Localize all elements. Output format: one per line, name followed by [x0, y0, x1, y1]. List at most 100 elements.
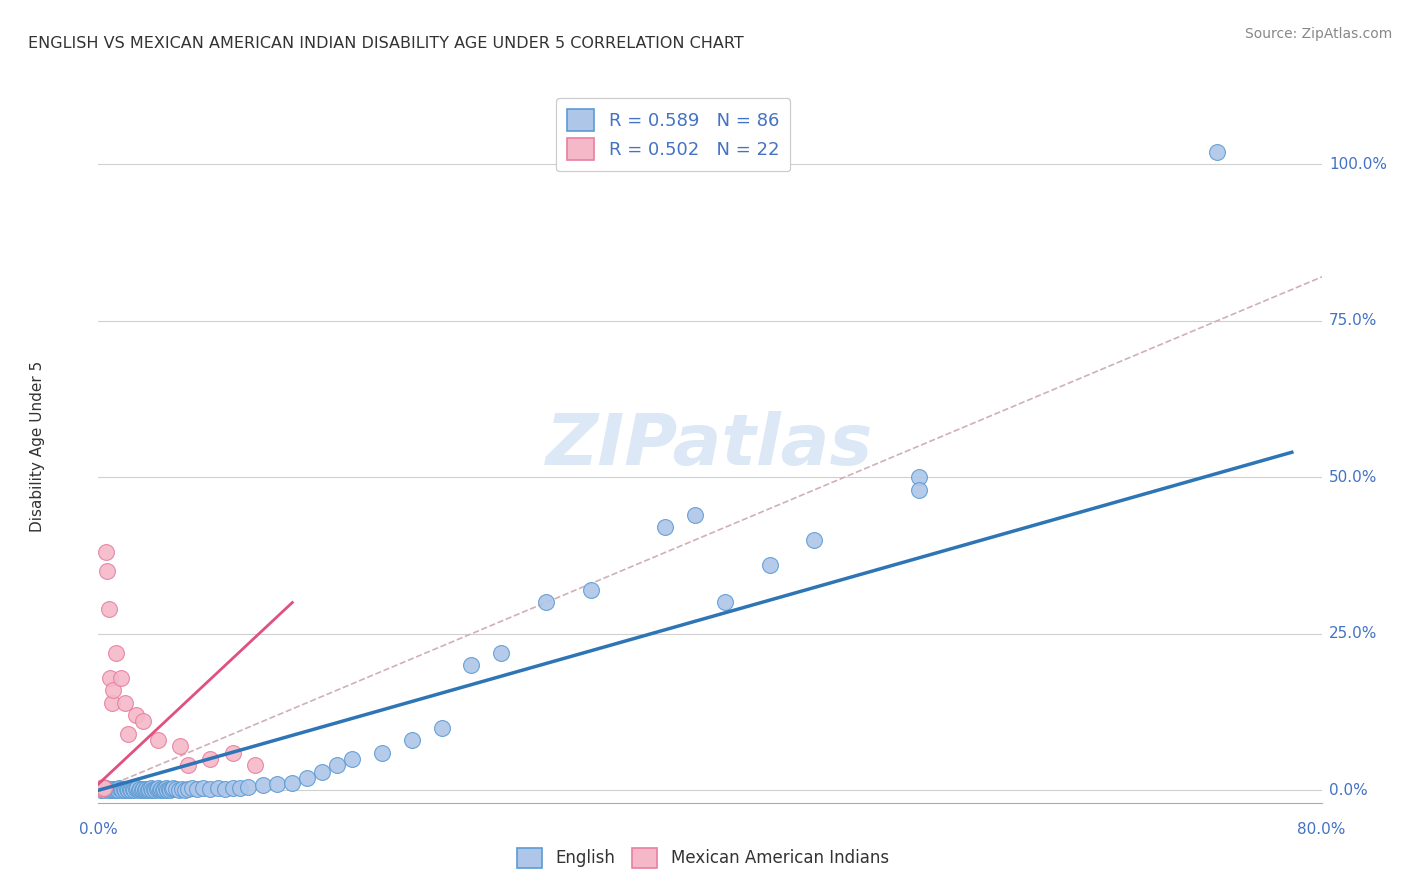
Point [149, 782, 172, 797]
Point [155, 781, 177, 796]
Point [145, 782, 167, 797]
Point [89, 782, 111, 797]
Point [112, 782, 135, 797]
Point [153, 782, 176, 797]
Point [236, 780, 259, 794]
Point [117, 782, 139, 797]
Point [105, 646, 128, 660]
Point [177, 782, 200, 797]
Point [128, 782, 150, 797]
Point [214, 782, 236, 797]
Point [93, 782, 115, 797]
Point [221, 781, 243, 796]
Point [146, 733, 169, 747]
Point [207, 781, 229, 796]
Legend: English, Mexican American Indians: English, Mexican American Indians [510, 841, 896, 875]
Point [89, 782, 111, 797]
Point [152, 782, 174, 797]
Point [122, 782, 145, 797]
Point [98, 782, 121, 797]
Point [243, 758, 266, 772]
Point [108, 781, 131, 796]
Point [139, 781, 162, 796]
Text: 50.0%: 50.0% [1329, 470, 1378, 484]
Point [114, 696, 136, 710]
Point [118, 782, 141, 797]
Point [134, 782, 156, 797]
Point [401, 733, 423, 747]
Point [97, 601, 120, 615]
Point [132, 714, 155, 729]
Point [104, 782, 127, 797]
Point [229, 780, 252, 795]
Text: ZIPatlas: ZIPatlas [547, 411, 873, 481]
Point [460, 658, 482, 673]
Point [120, 782, 142, 797]
Text: Disability Age Under 5: Disability Age Under 5 [30, 360, 45, 532]
Point [91, 782, 114, 797]
Point [534, 595, 557, 609]
Point [714, 595, 737, 609]
Text: 25.0%: 25.0% [1329, 626, 1378, 641]
Point [340, 752, 363, 766]
Point [101, 782, 124, 797]
Point [94, 545, 117, 559]
Point [110, 671, 132, 685]
Text: 75.0%: 75.0% [1329, 313, 1378, 328]
Point [191, 781, 214, 796]
Point [758, 558, 780, 572]
Point [107, 782, 129, 797]
Text: Source: ZipAtlas.com: Source: ZipAtlas.com [1244, 27, 1392, 41]
Point [125, 782, 148, 797]
Point [146, 781, 169, 796]
Point [101, 696, 124, 710]
Point [159, 782, 181, 797]
Point [162, 781, 184, 796]
Point [127, 781, 149, 796]
Point [908, 470, 931, 484]
Point [326, 758, 349, 772]
Point [165, 782, 187, 797]
Point [136, 782, 159, 797]
Point [96, 782, 118, 797]
Point [803, 533, 825, 547]
Point [96, 564, 118, 578]
Point [142, 782, 165, 797]
Point [181, 781, 204, 796]
Point [177, 758, 200, 772]
Point [141, 782, 163, 797]
Point [93, 780, 115, 795]
Point [683, 508, 706, 522]
Point [97, 782, 120, 797]
Point [90, 781, 112, 796]
Point [105, 782, 128, 797]
Point [135, 782, 157, 797]
Point [156, 782, 179, 797]
Text: ENGLISH VS MEXICAN AMERICAN INDIAN DISABILITY AGE UNDER 5 CORRELATION CHART: ENGLISH VS MEXICAN AMERICAN INDIAN DISAB… [28, 36, 744, 51]
Legend: R = 0.589   N = 86, R = 0.502   N = 22: R = 0.589 N = 86, R = 0.502 N = 22 [557, 98, 790, 171]
Point [186, 782, 208, 797]
Point [167, 782, 190, 797]
Point [281, 776, 304, 790]
Point [157, 782, 180, 797]
Point [111, 782, 134, 797]
Point [115, 782, 138, 797]
Point [103, 782, 125, 797]
Point [489, 646, 512, 660]
Point [125, 708, 148, 723]
Point [129, 782, 152, 797]
Point [117, 727, 139, 741]
Point [908, 483, 931, 497]
Point [114, 782, 136, 797]
Point [654, 520, 676, 534]
Text: 100.0%: 100.0% [1329, 157, 1388, 172]
Point [103, 683, 125, 698]
Point [94, 781, 117, 796]
Point [90, 782, 112, 797]
Point [121, 782, 143, 797]
Point [132, 782, 155, 797]
Text: 80.0%: 80.0% [1298, 822, 1346, 837]
Point [160, 782, 183, 797]
Point [200, 752, 222, 766]
Point [200, 782, 222, 797]
